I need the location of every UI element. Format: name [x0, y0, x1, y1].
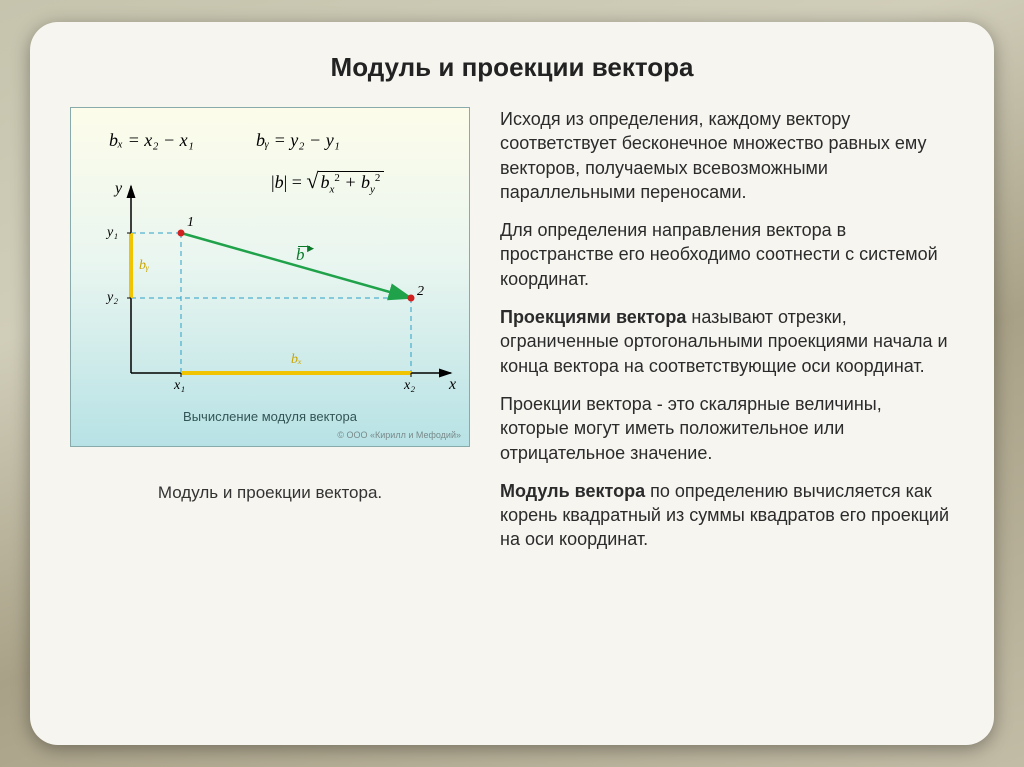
bx-label: bₓ [291, 352, 302, 368]
paragraph-3: Проекциями вектора называют отрезки, огр… [500, 305, 954, 378]
tick-x2: x₂ [404, 378, 415, 394]
text-column: Исходя из определения, каждому вектору с… [500, 107, 954, 566]
content-card: Модуль и проекции вектора bₓ = x₂ − x₁ b… [30, 22, 994, 745]
figure-outer-caption: Модуль и проекции вектора. [70, 483, 470, 503]
tick-y2: y₂ [107, 290, 118, 306]
by-label: bᵧ [139, 258, 149, 274]
axis-y-label: y [115, 180, 122, 198]
point-2-label: 2 [417, 284, 424, 300]
paragraph-5-term: Модуль вектора [500, 481, 645, 501]
axis-x-label: x [449, 376, 456, 394]
figure-box: bₓ = x₂ − x₁ bᵧ = y₂ − y₁ |b| = √bx2 + b… [70, 107, 470, 447]
page-title: Модуль и проекции вектора [70, 52, 954, 83]
figure-copyright: © ООО «Кирилл и Мефодий» [337, 430, 461, 440]
tick-x1: x₁ [174, 378, 185, 394]
paragraph-4: Проекции вектора - это скалярные величин… [500, 392, 954, 465]
paragraph-2: Для определения направления вектора в пр… [500, 218, 954, 291]
figure-inner-caption: Вычисление модуля вектора [71, 409, 469, 424]
figure-svg [71, 108, 471, 448]
tick-y1: y₁ [107, 225, 118, 241]
page-background: Модуль и проекции вектора bₓ = x₂ − x₁ b… [0, 0, 1024, 767]
paragraph-1: Исходя из определения, каждому вектору с… [500, 107, 954, 204]
columns: bₓ = x₂ − x₁ bᵧ = y₂ − y₁ |b| = √bx2 + b… [70, 107, 954, 566]
paragraph-3-term: Проекциями вектора [500, 307, 686, 327]
point-1-label: 1 [187, 215, 194, 231]
left-column: bₓ = x₂ − x₁ bᵧ = y₂ − y₁ |b| = √bx2 + b… [70, 107, 470, 566]
vector-b-label: ▶ b [296, 246, 310, 265]
paragraph-5: Модуль вектора по определению вычисляетс… [500, 479, 954, 552]
